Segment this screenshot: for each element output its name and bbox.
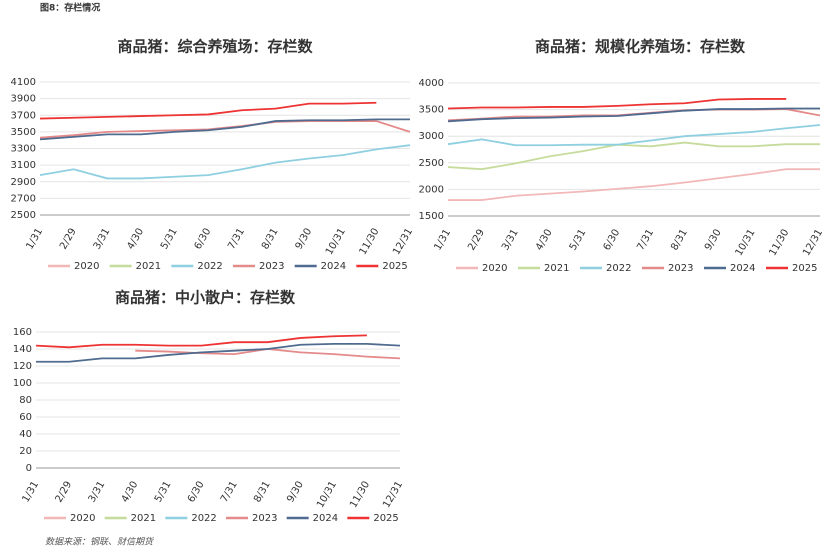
x-tick-label: 7/31 <box>219 480 240 505</box>
x-tick-label: 8/31 <box>252 480 273 505</box>
x-tick-label: 3/31 <box>92 227 113 252</box>
legend-label: 2023 <box>259 261 284 272</box>
series-line <box>447 98 787 110</box>
legend-label: 2020 <box>70 513 95 524</box>
series-line <box>36 343 401 363</box>
x-tick-label: 6/30 <box>193 227 214 252</box>
y-tick-label: 4000 <box>419 78 444 89</box>
x-tick-label: 10/31 <box>324 227 348 257</box>
legend-label: 2025 <box>373 513 398 524</box>
y-tick-label: 3300 <box>11 144 36 155</box>
x-tick-label: 6/30 <box>186 480 207 505</box>
y-tick-label: 2500 <box>419 158 444 169</box>
x-tick-label: 1/31 <box>432 228 453 253</box>
legend-label: 2021 <box>131 513 156 524</box>
y-tick-label: 2700 <box>11 193 36 204</box>
chart-title: 商品猪：规模化养殖场：存栏数 <box>535 38 746 56</box>
series-line <box>447 141 820 171</box>
y-tick-label: 40 <box>19 429 32 440</box>
y-tick-label: 120 <box>13 361 32 372</box>
x-tick-label: 3/31 <box>87 480 108 505</box>
legend-label: 2022 <box>197 261 222 272</box>
x-tick-label: 4/30 <box>120 480 141 505</box>
x-tick-label: 5/31 <box>568 228 589 253</box>
x-tick-label: 2/29 <box>54 480 75 505</box>
series-line <box>39 144 411 180</box>
y-tick-label: 3100 <box>11 160 36 171</box>
x-tick-label: 12/31 <box>801 228 825 258</box>
legend-label: 2022 <box>606 263 631 274</box>
y-tick-label: 3700 <box>11 110 36 121</box>
x-tick-label: 1/31 <box>20 480 41 505</box>
x-tick-label: 8/31 <box>669 228 690 253</box>
series-line <box>39 101 377 120</box>
x-tick-label: 5/31 <box>159 227 180 252</box>
x-tick-label: 9/30 <box>703 228 724 253</box>
y-tick-label: 4100 <box>11 77 36 88</box>
x-tick-label: 2/29 <box>466 228 487 253</box>
legend-label: 2024 <box>313 513 338 524</box>
legend-label: 2023 <box>252 513 277 524</box>
y-tick-label: 2000 <box>419 184 444 195</box>
x-tick-label: 7/31 <box>635 228 656 253</box>
y-tick-label: 3500 <box>419 105 444 116</box>
y-tick-label: 3900 <box>11 94 36 105</box>
legend-label: 2021 <box>136 261 161 272</box>
series-line <box>35 334 367 349</box>
legend-label: 2023 <box>668 263 693 274</box>
x-tick-label: 9/30 <box>285 480 306 505</box>
y-tick-label: 80 <box>19 395 32 406</box>
y-tick-label: 3000 <box>419 131 444 142</box>
y-tick-label: 1500 <box>419 211 444 222</box>
x-tick-label: 6/30 <box>602 228 623 253</box>
legend-label: 2024 <box>730 263 755 274</box>
legend-label: 2022 <box>191 513 216 524</box>
series-line <box>447 107 820 123</box>
series-line <box>447 124 821 147</box>
x-tick-label: 11/30 <box>348 480 372 510</box>
x-tick-label: 10/31 <box>315 480 339 510</box>
x-tick-label: 5/31 <box>153 480 174 505</box>
source: 数据来源：钢联、财信期货 <box>45 537 155 548</box>
x-tick-label: 11/30 <box>767 228 791 258</box>
chart-title: 商品猪：综合养殖场：存栏数 <box>117 38 313 56</box>
x-tick-label: 1/31 <box>24 227 45 252</box>
y-tick-label: 2500 <box>11 210 36 221</box>
x-tick-label: 9/30 <box>294 227 315 252</box>
y-tick-label: 2900 <box>11 177 36 188</box>
legend-label: 2025 <box>792 263 817 274</box>
legend-label: 2025 <box>382 261 407 272</box>
y-tick-label: 100 <box>13 378 32 389</box>
x-tick-label: 4/30 <box>534 228 555 253</box>
y-tick-label: 60 <box>19 412 32 423</box>
x-tick-label: 12/31 <box>381 480 405 510</box>
x-tick-label: 4/30 <box>125 227 146 252</box>
legend-label: 2020 <box>74 261 99 272</box>
x-tick-label: 11/30 <box>358 227 382 257</box>
y-tick-label: 160 <box>13 327 32 338</box>
x-tick-label: 10/31 <box>734 228 758 258</box>
legend-label: 2021 <box>544 263 569 274</box>
x-tick-label: 3/31 <box>500 228 521 253</box>
legend-label: 2024 <box>321 261 346 272</box>
x-tick-label: 8/31 <box>260 227 281 252</box>
x-tick-label: 12/31 <box>391 227 415 257</box>
chart-title: 商品猪：中小散户：存栏数 <box>115 289 296 307</box>
y-tick-label: 3500 <box>11 127 36 138</box>
series-line <box>39 118 410 141</box>
y-tick-label: 20 <box>19 446 32 457</box>
series-line <box>448 168 820 201</box>
y-tick-label: 140 <box>13 344 32 355</box>
x-tick-label: 7/31 <box>226 227 247 252</box>
legend-label: 2020 <box>482 263 507 274</box>
header: 图8：存栏情况 <box>40 2 100 14</box>
y-tick-label: 0 <box>26 463 32 474</box>
x-tick-label: 2/29 <box>58 227 79 252</box>
